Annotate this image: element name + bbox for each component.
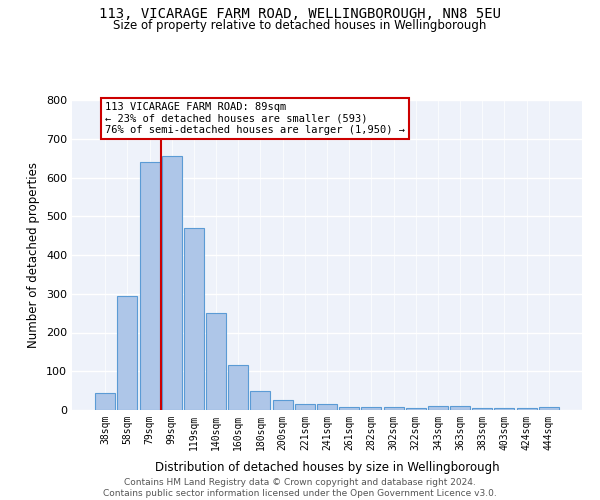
Y-axis label: Number of detached properties: Number of detached properties [28,162,40,348]
Bar [206,313,226,410]
Bar [272,400,293,410]
Bar [383,408,404,410]
Text: Contains HM Land Registry data © Crown copyright and database right 2024.
Contai: Contains HM Land Registry data © Crown c… [103,478,497,498]
Bar [140,162,160,410]
Bar [118,296,137,410]
Bar [295,404,315,410]
Bar [472,408,492,410]
Bar [406,408,426,410]
Bar [539,407,559,410]
Bar [228,366,248,410]
Text: 113, VICARAGE FARM ROAD, WELLINGBOROUGH, NN8 5EU: 113, VICARAGE FARM ROAD, WELLINGBOROUGH,… [99,8,501,22]
Bar [317,404,337,410]
Bar [450,406,470,410]
Bar [250,390,271,410]
Bar [162,156,182,410]
Bar [428,406,448,410]
Bar [184,228,204,410]
Bar [339,407,359,410]
Text: Size of property relative to detached houses in Wellingborough: Size of property relative to detached ho… [113,19,487,32]
Bar [95,392,115,410]
Bar [494,408,514,410]
Bar [517,408,536,410]
X-axis label: Distribution of detached houses by size in Wellingborough: Distribution of detached houses by size … [155,461,499,474]
Text: 113 VICARAGE FARM ROAD: 89sqm
← 23% of detached houses are smaller (593)
76% of : 113 VICARAGE FARM ROAD: 89sqm ← 23% of d… [105,102,405,135]
Bar [361,408,382,410]
